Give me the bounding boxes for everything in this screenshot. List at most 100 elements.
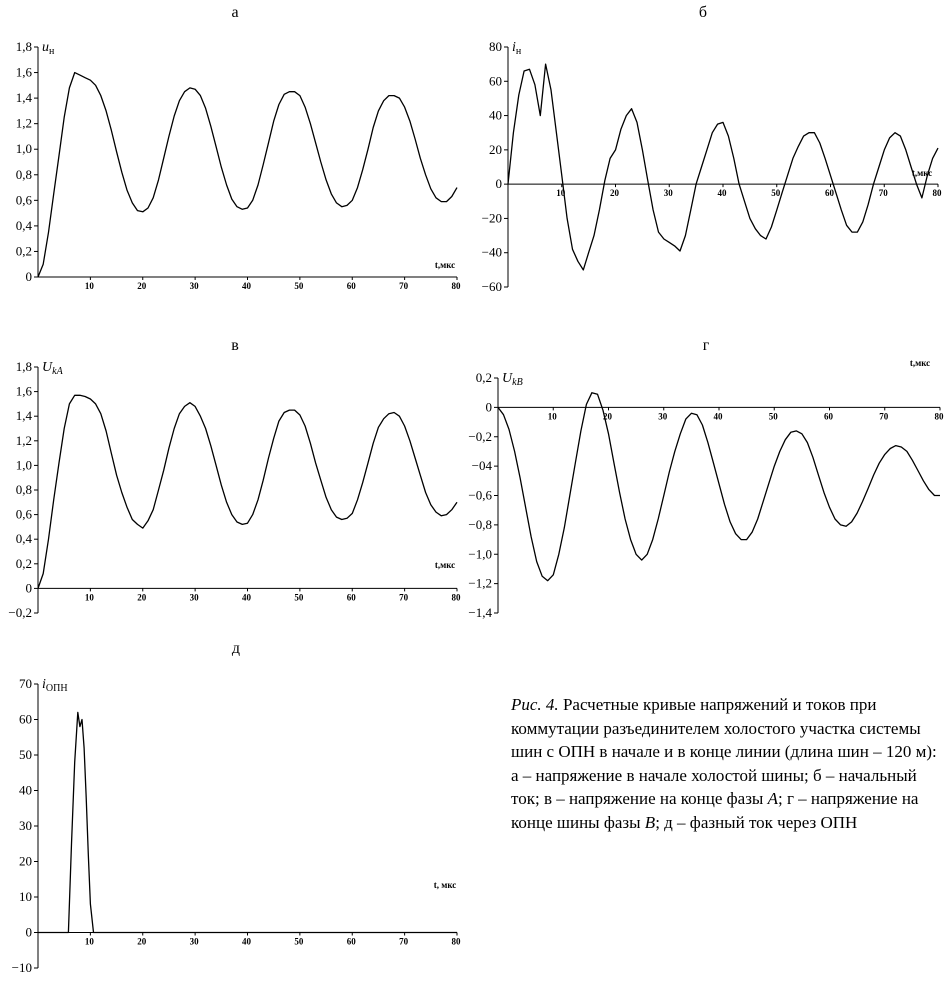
- x-axis-label: t,мкс: [435, 260, 455, 270]
- x-tick-label: 40: [242, 592, 252, 602]
- x-tick-label: 80: [935, 411, 945, 421]
- caption-phase-a: A: [767, 789, 778, 808]
- y-tick-label: −1,0: [468, 546, 492, 561]
- x-tick-label: 80: [452, 281, 462, 291]
- x-tick-label: 50: [294, 281, 304, 291]
- y-tick-label: 1,2: [16, 433, 32, 448]
- series-line-v: [37, 394, 458, 589]
- y-tick-label: 0,4: [16, 531, 33, 546]
- y-tick-label: 0,2: [16, 556, 32, 571]
- chart-svg-v: −0,2 0 0,2 0,4 0,6 0,8 1,0 1,2 1,4 1,6 1,8 10 20 30 40…: [8, 359, 461, 620]
- y-tick-label: 0: [26, 580, 33, 595]
- y-tick-label: −1,2: [468, 576, 492, 591]
- y-tick-label: 80: [489, 39, 502, 54]
- y-tick-label: 1,6: [16, 65, 33, 80]
- x-tick-label: 70: [879, 188, 889, 198]
- y-tick-label: 1,2: [16, 116, 32, 131]
- y-axis-label: uн: [42, 40, 55, 57]
- y-tick-label: −1,4: [468, 605, 492, 620]
- x-tick-label: 10: [548, 411, 558, 421]
- x-tick-label: 10: [85, 281, 95, 291]
- panel-letter-b: б: [698, 4, 708, 21]
- y-tick-label: 0,2: [16, 243, 32, 258]
- y-tick-label: 30: [19, 818, 32, 833]
- x-tick-label: 60: [347, 937, 357, 947]
- x-tick-label: 10: [85, 937, 95, 947]
- caption-text-1: Расчетные кривые напряжений и токов при …: [511, 695, 937, 808]
- y-axis-label: UkA: [42, 360, 64, 377]
- caption-lead: Рис. 4.: [511, 695, 559, 714]
- chart-panel-d: д −10 0 10 20 30 40 50 60 70 10 20 30 40 50 60 70 80 t, м…: [0, 630, 470, 983]
- x-tick-label: 60: [825, 188, 835, 198]
- x-tick-label: 20: [137, 937, 147, 947]
- chart-panel-b: б −60 −40 −20 0 20 40 60 80 10 20 30 40 50 60 70 80 t,мк…: [470, 0, 945, 300]
- x-tick-label: 50: [294, 937, 304, 947]
- y-tick-label: 0: [486, 399, 493, 414]
- chart-panel-a: а 0 0,2 0,4 0,6 0,8 1,0 1,2 1,4 1,6 1,8 10 20 30 40 50…: [0, 0, 470, 300]
- chart-svg-d: −10 0 10 20 30 40 50 60 70 10 20 30 40 50 60 70 80 t, мкс…: [12, 676, 462, 975]
- panel-letter-d: д: [231, 640, 241, 657]
- panel-letter-g: г: [702, 337, 710, 354]
- panel-letter-v: в: [231, 337, 239, 354]
- x-tick-label: 40: [714, 411, 724, 421]
- x-axis-label: t,мкс: [912, 168, 932, 178]
- y-tick-label: −0,2: [468, 429, 492, 444]
- series-line-d: [38, 711, 457, 934]
- y-tick-label: 0: [26, 269, 33, 284]
- y-tick-label: 0: [496, 176, 503, 191]
- x-tick-label: 60: [347, 592, 357, 602]
- x-tick-label: 20: [137, 281, 147, 291]
- x-tick-label: 60: [824, 411, 834, 421]
- x-tick-label: 80: [452, 937, 462, 947]
- y-axis-label: UkB: [502, 371, 523, 388]
- x-tick-label: 50: [771, 188, 781, 198]
- y-axis-label: iн: [512, 40, 522, 57]
- y-tick-label: 70: [19, 676, 32, 691]
- y-tick-label: 60: [489, 73, 502, 88]
- y-tick-label: 40: [489, 108, 502, 123]
- x-tick-label: 70: [399, 592, 409, 602]
- x-tick-label: 80: [933, 188, 943, 198]
- y-tick-label: 20: [19, 854, 32, 869]
- x-tick-label: 50: [294, 592, 304, 602]
- x-tick-label: 40: [718, 188, 728, 198]
- x-tick-label: 70: [399, 937, 409, 947]
- x-tick-label: 10: [556, 188, 566, 198]
- caption-text-2: ; г – напряжение на конце шины фазы: [511, 789, 919, 832]
- x-tick-label: 30: [664, 188, 674, 198]
- y-tick-label: −0,6: [468, 488, 492, 503]
- x-tick-label: 20: [137, 592, 147, 602]
- x-tick-label: 10: [85, 592, 95, 602]
- caption-phase-b: B: [644, 812, 656, 832]
- x-axis-label: t,мкс: [910, 358, 930, 368]
- x-tick-label: 30: [190, 281, 200, 291]
- x-tick-label: 70: [399, 281, 409, 291]
- y-tick-label: 1,0: [16, 141, 32, 156]
- y-tick-label: 40: [19, 783, 32, 798]
- series-line-g: [497, 392, 940, 582]
- y-tick-label: 0,6: [16, 507, 33, 522]
- series-line-a: [37, 71, 458, 278]
- caption-text-3: ; д – фазный ток через ОПН: [655, 812, 858, 832]
- y-tick-label: 10: [19, 889, 32, 904]
- x-tick-label: 30: [658, 411, 668, 421]
- y-tick-label: 1,6: [16, 384, 33, 399]
- x-tick-label: 20: [603, 411, 613, 421]
- y-tick-label: 60: [19, 712, 32, 727]
- chart-svg-g: −1,4 −1,2 −1,0 −0,8 −0,6 −04 −0,2 0 0,2 10 20 30 40 5…: [468, 358, 945, 620]
- y-tick-label: 0,8: [16, 482, 32, 497]
- y-tick-label: 1,0: [16, 457, 32, 472]
- y-tick-label: 0,2: [476, 370, 492, 385]
- x-tick-label: 20: [610, 188, 620, 198]
- chart-svg-a: 0 0,2 0,4 0,6 0,8 1,0 1,2 1,4 1,6 1,8 10 20 30 40 50 60…: [16, 39, 462, 291]
- series-line-b: [507, 63, 939, 271]
- y-tick-label: −10: [12, 960, 32, 975]
- y-tick-label: −40: [482, 245, 502, 260]
- x-axis-label: t, мкс: [434, 880, 457, 890]
- y-tick-label: 1,8: [16, 359, 32, 374]
- x-tick-label: 40: [242, 281, 252, 291]
- x-tick-label: 70: [879, 411, 889, 421]
- y-tick-label: 50: [19, 747, 32, 762]
- y-tick-label: −60: [482, 279, 502, 294]
